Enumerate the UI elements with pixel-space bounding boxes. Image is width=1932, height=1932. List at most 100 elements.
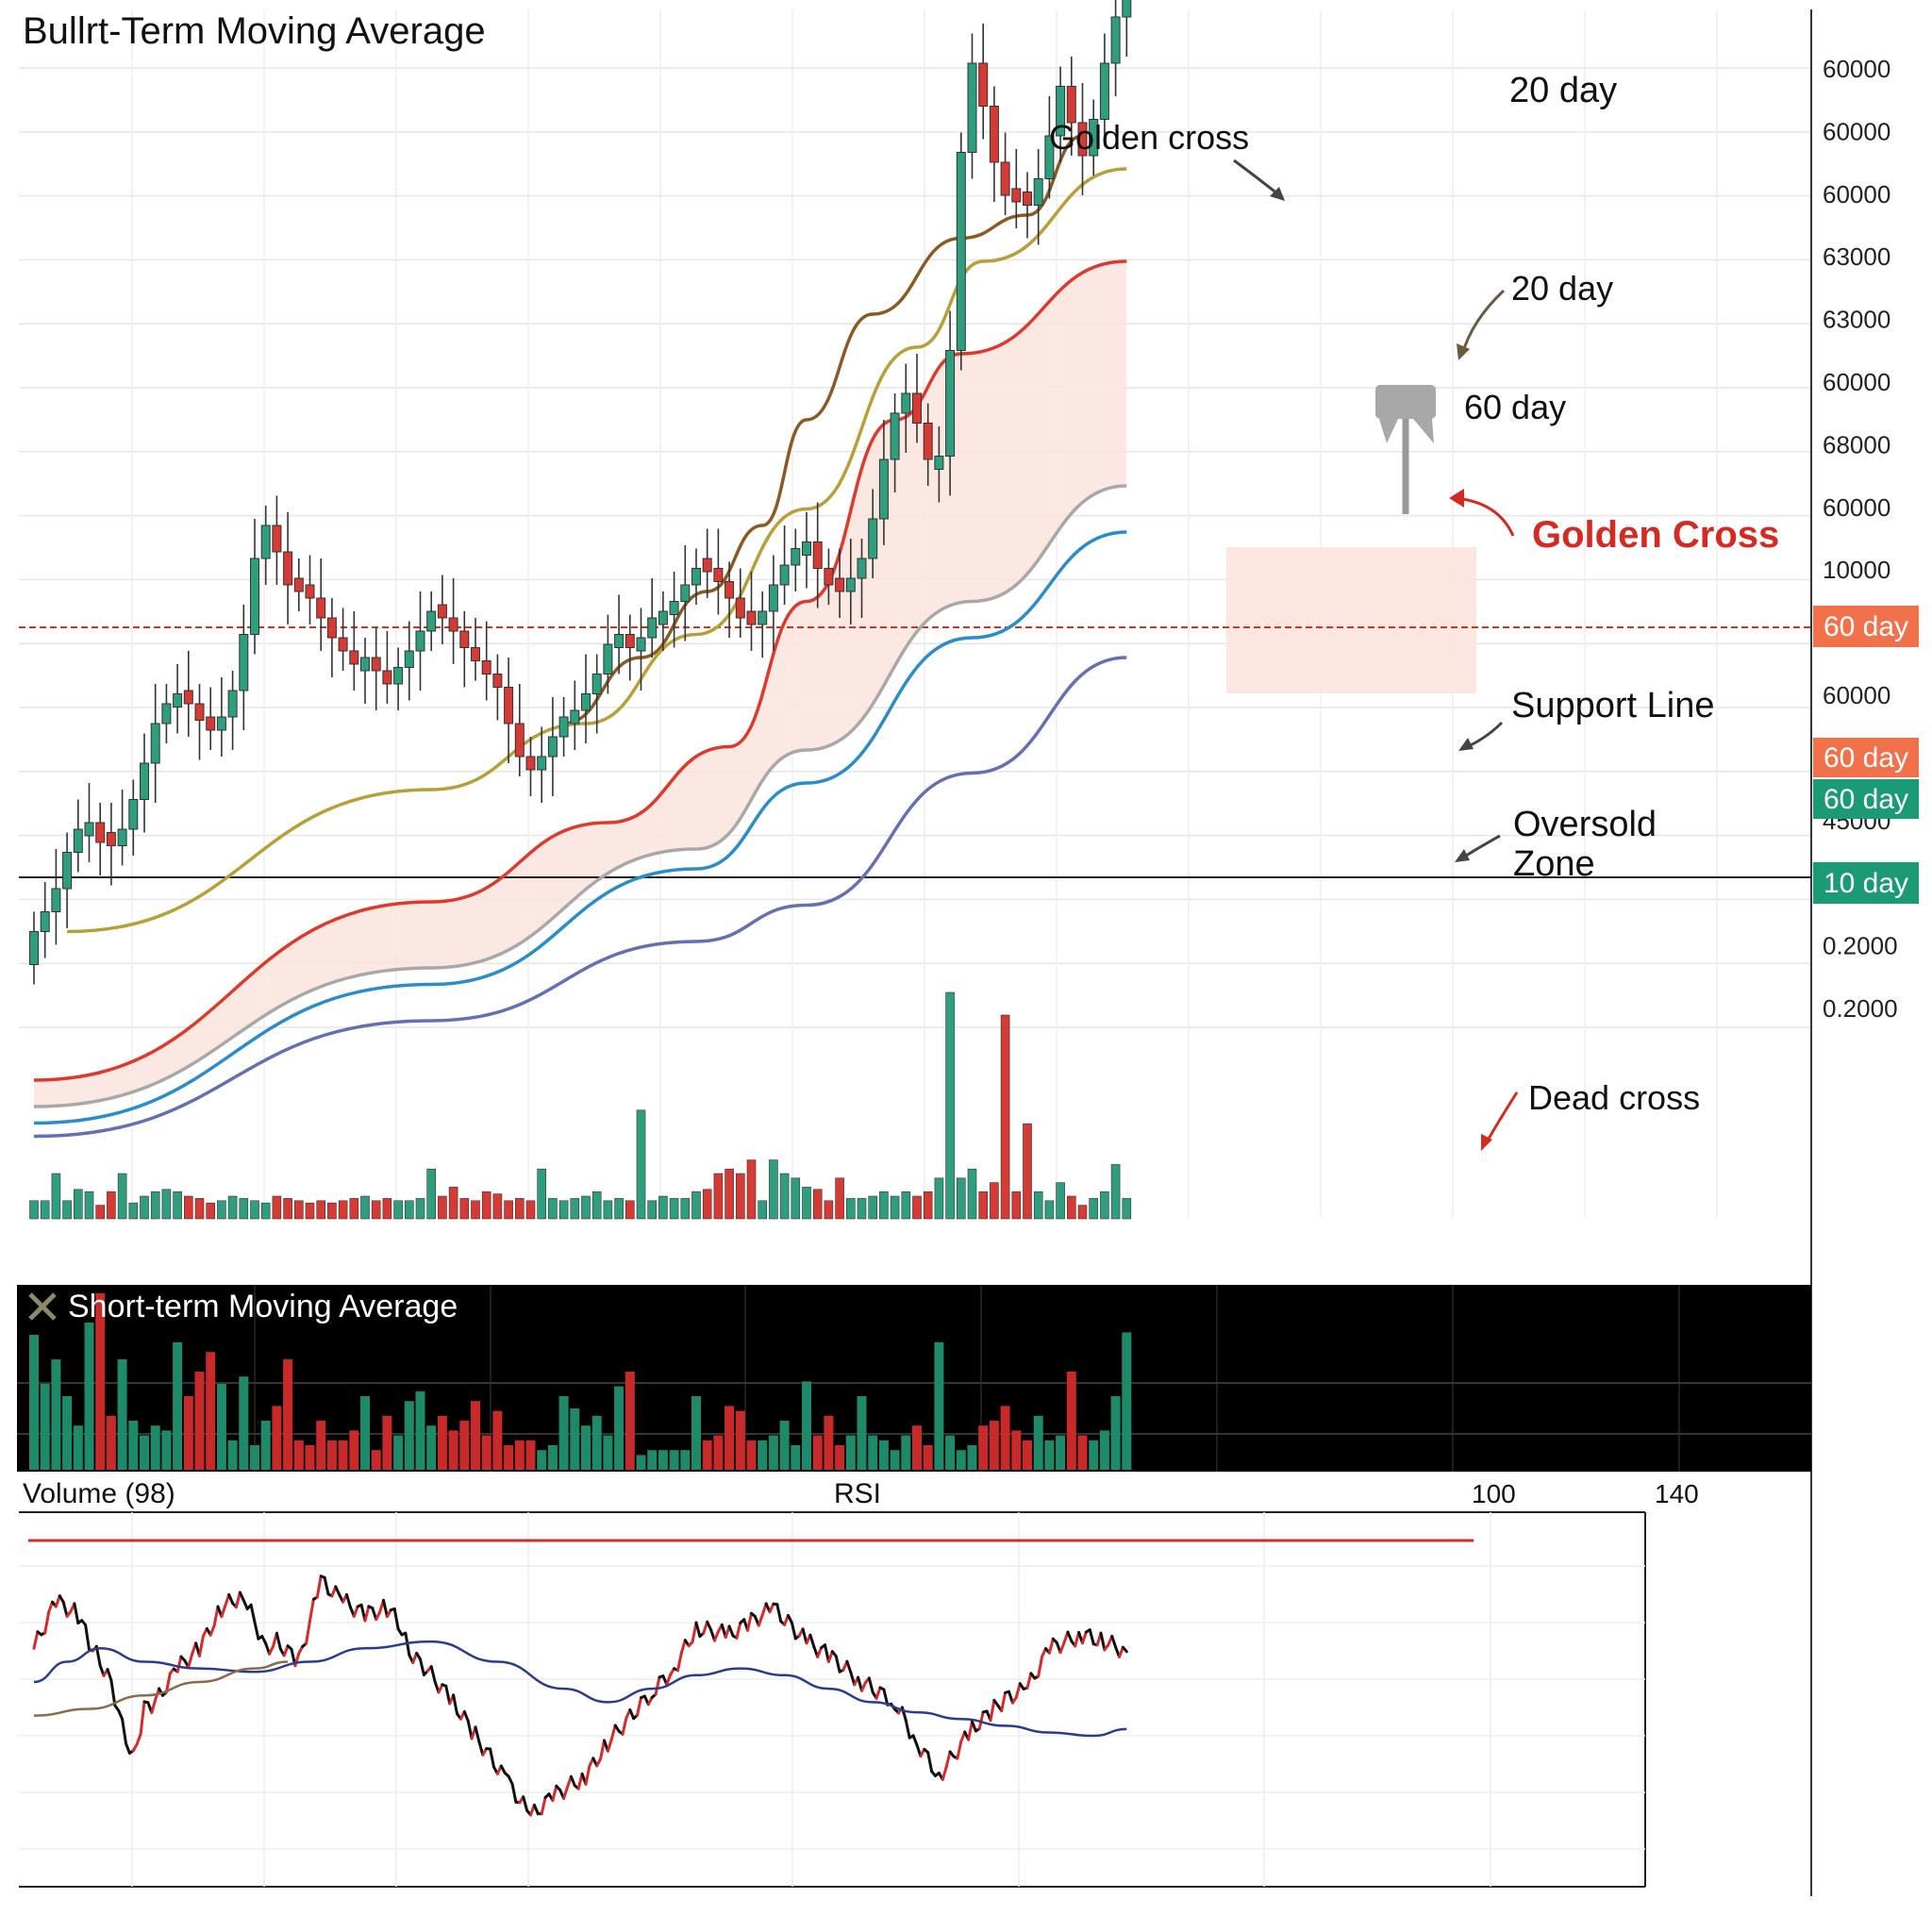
short-term-bar bbox=[912, 1425, 922, 1470]
rsi-main-segment bbox=[212, 1605, 220, 1627]
volume-bar bbox=[990, 1182, 999, 1220]
rsi-main-segment bbox=[1088, 1628, 1095, 1646]
candle-body bbox=[316, 597, 326, 619]
candle-body bbox=[415, 630, 425, 652]
rsi-main-segment bbox=[135, 1732, 142, 1746]
volume-bar bbox=[724, 1168, 734, 1220]
signal-marker-head bbox=[1375, 385, 1436, 419]
short-term-bars bbox=[29, 1292, 1132, 1470]
ma-navy-line bbox=[33, 656, 1127, 1139]
rsi-main-segment bbox=[1008, 1690, 1014, 1705]
rsi-main-segment bbox=[757, 1613, 764, 1627]
candle-body bbox=[956, 152, 966, 351]
tag-10-day-text: 10 day bbox=[1824, 868, 1908, 899]
short-term-bar bbox=[360, 1396, 370, 1470]
candle-body bbox=[1089, 119, 1099, 157]
short-term-bar bbox=[945, 1435, 956, 1470]
short-term-bar bbox=[857, 1396, 867, 1470]
short-term-bar bbox=[647, 1450, 658, 1470]
candle-body bbox=[691, 568, 701, 586]
candle-body bbox=[713, 568, 724, 582]
rsi-main-segment bbox=[477, 1740, 485, 1757]
rsi-main-segment bbox=[117, 1708, 125, 1721]
rsi-main-segment bbox=[882, 1688, 890, 1707]
volume-bar bbox=[206, 1202, 215, 1220]
short-term-bar bbox=[95, 1292, 106, 1470]
volume-bar bbox=[680, 1198, 691, 1220]
short-term-bar bbox=[1099, 1430, 1109, 1470]
tag-60-day-1: 60 day bbox=[1813, 606, 1919, 647]
price-tick-label: 60000 bbox=[1823, 180, 1890, 208]
rsi-main-segment bbox=[47, 1600, 54, 1614]
rsi-main-segment bbox=[249, 1603, 257, 1624]
rsi-main-segment bbox=[1066, 1630, 1074, 1643]
short-term-bar bbox=[227, 1440, 238, 1470]
volume-bar bbox=[293, 1200, 304, 1220]
candle-body bbox=[51, 888, 61, 912]
volume-bar bbox=[812, 1189, 823, 1220]
volume-bar bbox=[802, 1187, 811, 1220]
candle-body bbox=[283, 551, 293, 586]
candle-body bbox=[293, 577, 304, 592]
tag-60-day-1-bg bbox=[1813, 606, 1919, 647]
candle-body bbox=[912, 392, 922, 424]
volume-bar bbox=[448, 1187, 458, 1220]
volume-bar bbox=[912, 1195, 922, 1220]
volume-bar bbox=[558, 1200, 569, 1220]
candle-body bbox=[779, 564, 790, 586]
short-term-bar bbox=[371, 1450, 381, 1470]
candle-body bbox=[735, 597, 745, 619]
volume-bar bbox=[824, 1200, 834, 1220]
arrow-dead-cross-head bbox=[1481, 1134, 1492, 1151]
short-term-bar bbox=[84, 1323, 94, 1470]
short-term-bar bbox=[1122, 1332, 1132, 1470]
short-term-bar bbox=[206, 1352, 216, 1470]
short-term-bar bbox=[216, 1384, 226, 1470]
candle-body bbox=[1056, 86, 1066, 137]
tag-60-day-3-text: 60 day bbox=[1824, 784, 1908, 815]
volume-bar bbox=[591, 1191, 602, 1220]
rsi-main-segment bbox=[175, 1655, 183, 1674]
rsi-main-segment bbox=[706, 1620, 713, 1632]
rsi-main-segment bbox=[282, 1644, 290, 1657]
annotation-oversold-2: Zone bbox=[1513, 844, 1595, 884]
rsi-main-segment bbox=[198, 1634, 205, 1657]
volume-bar bbox=[316, 1200, 326, 1220]
volume-bar bbox=[184, 1195, 193, 1220]
arrow-golden-cross-top-head bbox=[1270, 187, 1285, 201]
volume-bar bbox=[581, 1195, 591, 1220]
candle-body bbox=[1077, 122, 1088, 157]
candle-body bbox=[625, 634, 635, 648]
volume-bar bbox=[95, 1205, 105, 1220]
rsi-main-segment bbox=[32, 1630, 40, 1650]
volume-bar bbox=[415, 1198, 425, 1220]
tag-10-day-bg bbox=[1813, 862, 1919, 904]
candle-body bbox=[326, 617, 337, 639]
volume-bar bbox=[250, 1200, 259, 1220]
short-term-bar bbox=[448, 1430, 458, 1470]
volume-bar bbox=[140, 1195, 149, 1220]
rsi-main-segment bbox=[466, 1719, 474, 1740]
rsi-main-segment bbox=[43, 1610, 51, 1635]
volume-bar bbox=[194, 1198, 205, 1220]
tag-10-day: 10 day bbox=[1813, 862, 1919, 904]
rsi-main-segment bbox=[691, 1621, 698, 1643]
short-term-bar bbox=[824, 1415, 834, 1470]
volume-bar bbox=[1089, 1198, 1098, 1220]
rsi-main-segment bbox=[1058, 1641, 1066, 1655]
rsi-main-segment bbox=[392, 1607, 400, 1631]
candle-body bbox=[481, 660, 491, 675]
signal-marker bbox=[1375, 385, 1436, 514]
x-tick-100: 100 bbox=[1472, 1479, 1516, 1508]
volume-bar bbox=[117, 1173, 127, 1220]
rsi-main-segment bbox=[874, 1686, 882, 1700]
rsi-main-segment bbox=[253, 1621, 260, 1641]
candle-body bbox=[878, 458, 889, 520]
rsi-main-segment bbox=[569, 1774, 576, 1788]
short-term-bar bbox=[835, 1445, 845, 1470]
candle-body bbox=[835, 577, 845, 592]
candle-body bbox=[537, 756, 547, 771]
annotation-golden-cross-top: Golden cross bbox=[1049, 118, 1249, 157]
candle-body bbox=[426, 610, 437, 632]
ma-blue-line bbox=[33, 530, 1127, 1125]
